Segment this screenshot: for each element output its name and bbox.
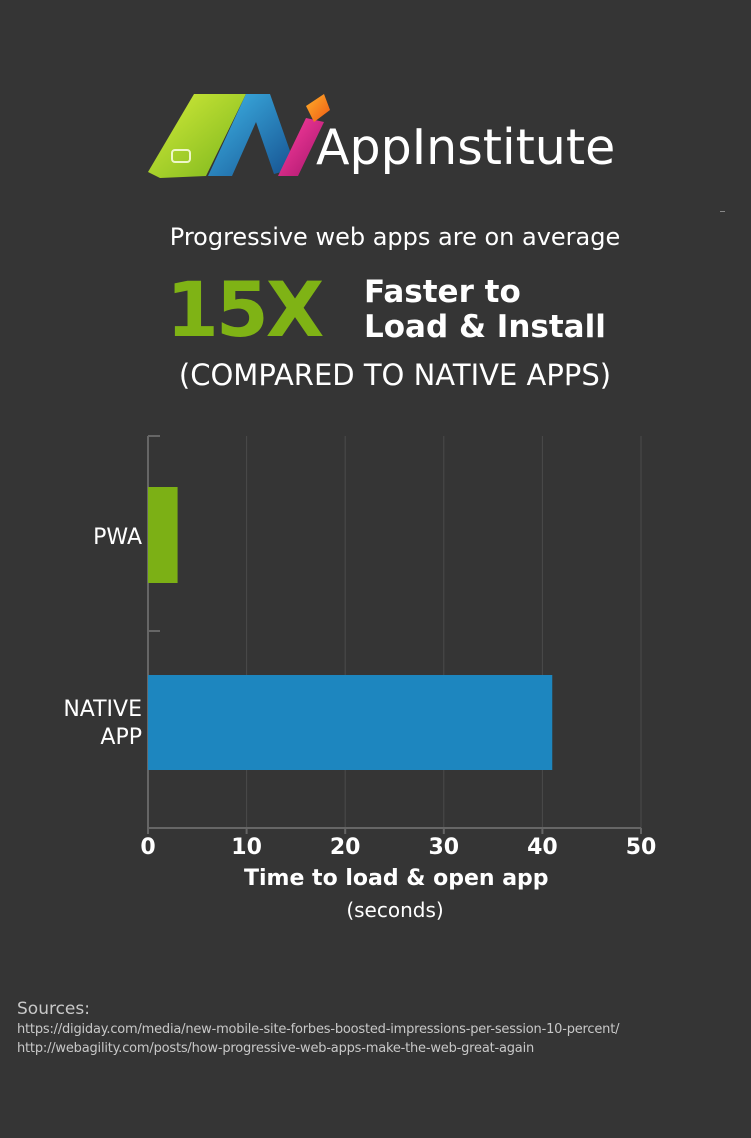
x-tick-label: 30	[428, 835, 459, 860]
sources-title: Sources:	[17, 999, 90, 1019]
source-link[interactable]: https://digiday.com/media/new-mobile-sit…	[17, 1022, 620, 1037]
category-label: PWA	[93, 525, 142, 550]
source-link[interactable]: http://webagility.com/posts/how-progress…	[17, 1041, 535, 1056]
x-tick-label: 40	[527, 835, 558, 860]
highlight-line-2: Load & Install	[364, 309, 606, 345]
divider	[720, 211, 725, 212]
bar-pwa	[148, 487, 178, 583]
bar-chart: PWA NATIVE APP 0 10 20 30 40 50	[63, 435, 657, 860]
x-tick-label: 10	[231, 835, 262, 860]
highlight-line-1: Faster to	[364, 274, 521, 310]
brand-name: AppInstitute	[316, 119, 616, 176]
highlight-number: 15X	[166, 265, 324, 354]
brand-logo	[146, 92, 646, 182]
comparison-note: (COMPARED TO NATIVE APPS)	[178, 358, 612, 392]
category-label: NATIVE	[63, 697, 142, 722]
x-axis-unit: (seconds)	[346, 898, 444, 922]
x-tick-label: 20	[330, 835, 361, 860]
x-tick-label: 0	[140, 835, 155, 860]
category-label: APP	[100, 725, 142, 750]
intro-text: Progressive web apps are on average	[169, 223, 621, 251]
x-axis-label: Time to load & open app	[244, 866, 549, 891]
x-tick-label: 50	[626, 835, 657, 860]
logo-mark-icon	[148, 94, 330, 178]
bar-native-app	[148, 675, 553, 770]
